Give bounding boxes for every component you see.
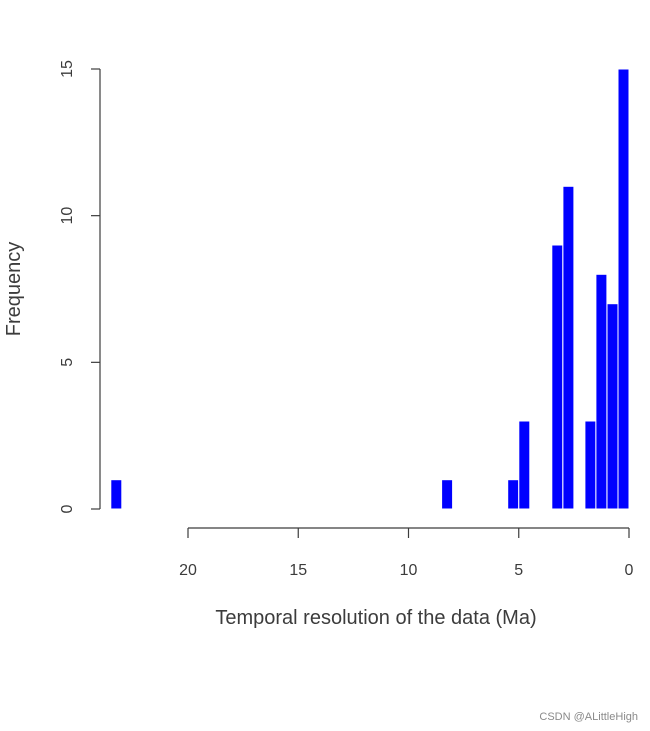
x-axis-title: Temporal resolution of the data (Ma) xyxy=(215,607,536,629)
y-axis-title: Frequency xyxy=(3,242,25,337)
y-tick-label: 15 xyxy=(59,60,76,78)
histogram-bar xyxy=(562,185,575,510)
x-tick-label: 15 xyxy=(289,562,307,579)
x-tick-label: 0 xyxy=(625,562,634,579)
histogram-bar xyxy=(617,68,630,510)
y-tick-label: 0 xyxy=(59,504,76,513)
histogram-bar xyxy=(110,479,123,510)
x-axis: 20 15 10 5 0 xyxy=(179,527,634,579)
y-tick-label: 10 xyxy=(59,207,76,225)
histogram-bar xyxy=(584,420,597,510)
y-axis: 0 5 10 15 xyxy=(59,60,101,513)
histogram-bar xyxy=(518,420,531,510)
x-tick-label: 10 xyxy=(400,562,418,579)
x-tick-label: 5 xyxy=(514,562,523,579)
y-tick-label: 5 xyxy=(59,358,76,367)
watermark: CSDN @ALittleHigh xyxy=(539,711,638,723)
x-tick-label: 20 xyxy=(179,562,197,579)
histogram-bar xyxy=(595,273,608,510)
histogram-bar xyxy=(606,303,619,510)
histogram-bars xyxy=(110,68,630,510)
histogram-bar xyxy=(441,479,454,510)
histogram-bar xyxy=(507,479,520,510)
histogram-bar xyxy=(551,244,564,510)
